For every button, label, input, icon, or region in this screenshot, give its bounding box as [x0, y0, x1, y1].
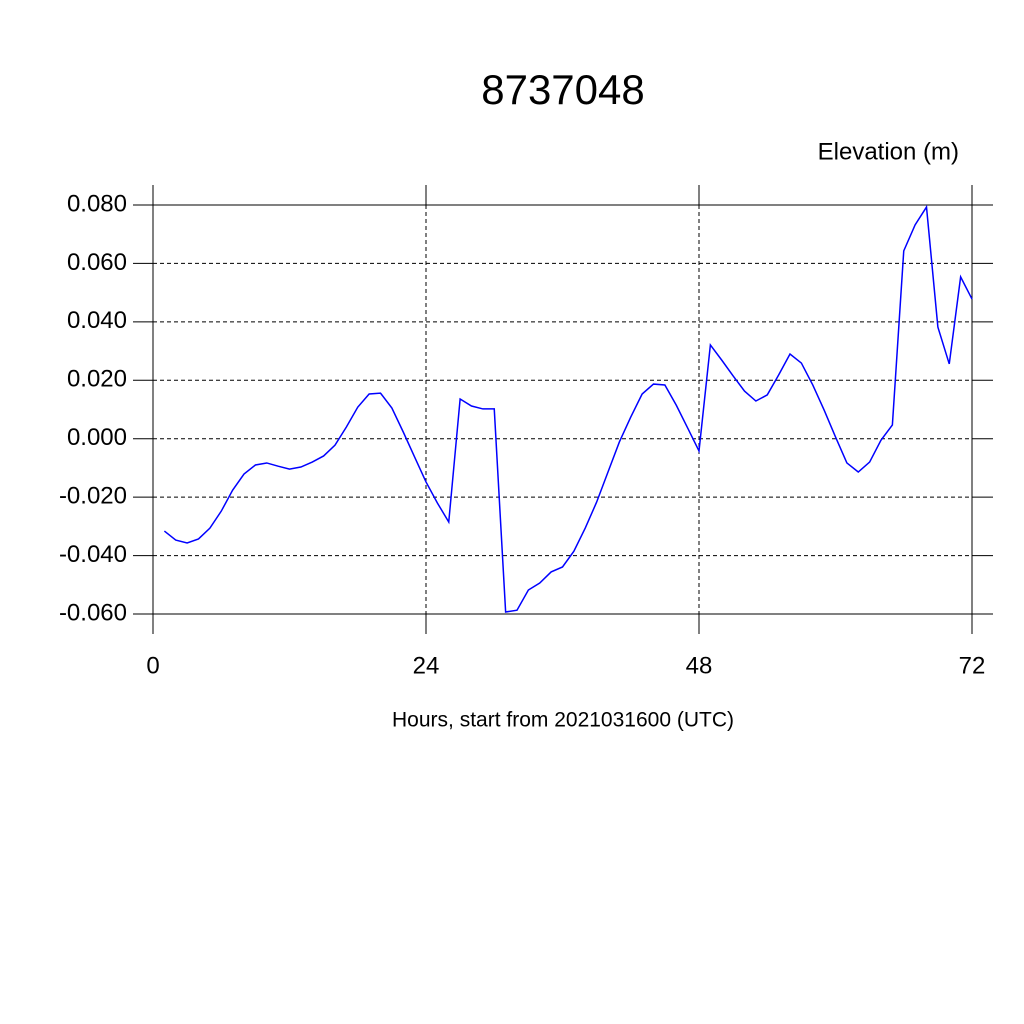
chart-title: 8737048 [481, 66, 645, 113]
y-tick-label: -0.020 [59, 482, 127, 509]
x-tick-label: 24 [413, 652, 440, 679]
y-tick-label: 0.040 [67, 307, 127, 334]
y-tick-label: 0.060 [67, 249, 127, 276]
x-tick-label: 0 [146, 652, 159, 679]
y-axis-label: Elevation (m) [818, 138, 959, 165]
data-line [163, 204, 973, 613]
x-tick-label: 72 [959, 652, 986, 679]
x-tick-label: 48 [686, 652, 713, 679]
y-tick-label: 0.020 [67, 366, 127, 393]
plot-frame [152, 204, 973, 615]
y-tick-label: -0.040 [59, 541, 127, 568]
y-tick-label: 0.000 [67, 424, 127, 451]
x-axis-label: Hours, start from 2021031600 (UTC) [392, 709, 734, 732]
y-tick-label: 0.080 [67, 190, 127, 217]
y-tick-label: -0.060 [59, 599, 127, 626]
